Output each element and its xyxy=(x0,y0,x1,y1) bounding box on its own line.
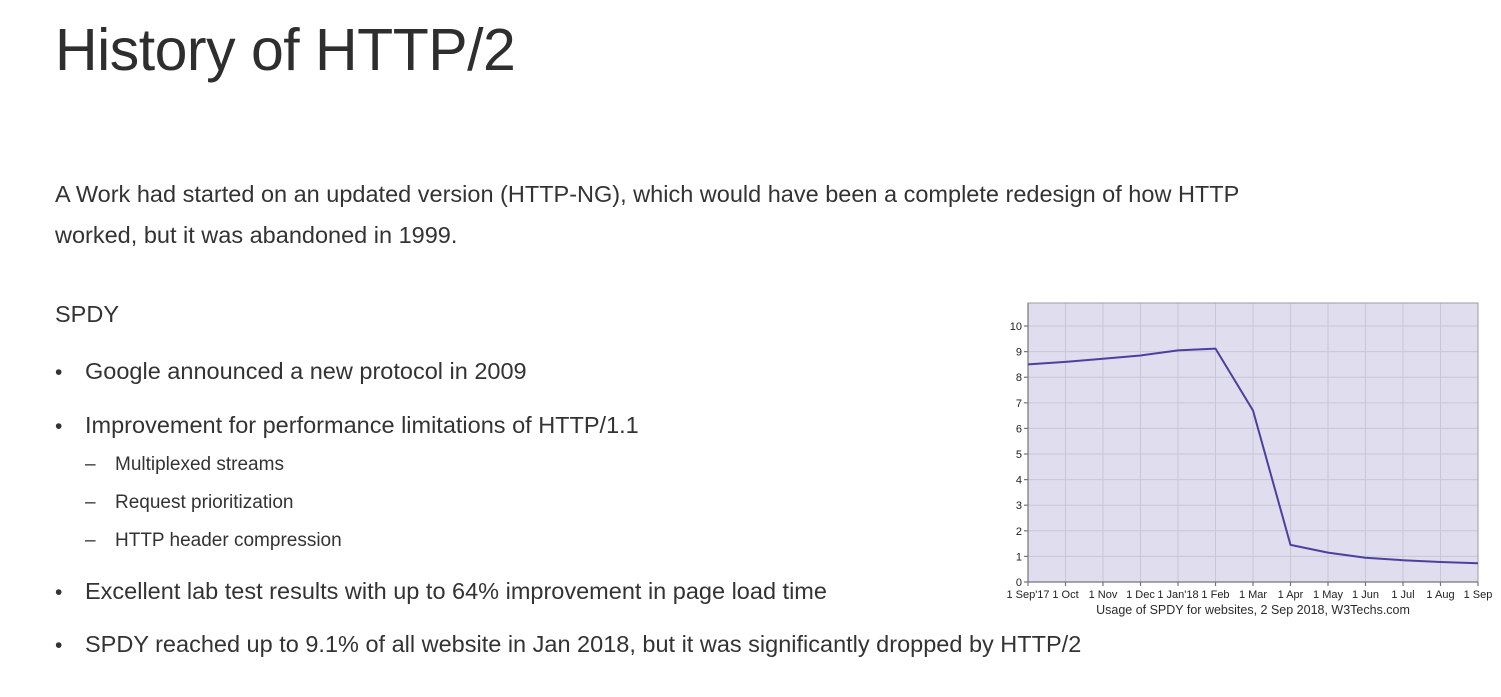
svg-text:1 May: 1 May xyxy=(1313,589,1343,601)
svg-text:7: 7 xyxy=(1016,398,1022,410)
bullet-marker: • xyxy=(55,581,63,604)
svg-text:1 Sep'17: 1 Sep'17 xyxy=(1006,589,1049,601)
svg-text:1 Oct: 1 Oct xyxy=(1052,589,1078,601)
sub-bullet-item: – Multiplexed streams xyxy=(85,454,284,476)
sub-bullet-item: – HTTP header compression xyxy=(85,530,342,552)
sub-bullet-marker: – xyxy=(85,492,96,513)
svg-text:5: 5 xyxy=(1016,449,1022,461)
bullet-text: Google announced a new protocol in 2009 xyxy=(85,358,527,384)
svg-text:4: 4 xyxy=(1016,475,1022,487)
intro-line: A Work had started on an updated version… xyxy=(55,181,1240,207)
svg-text:1: 1 xyxy=(1016,551,1022,563)
svg-text:0: 0 xyxy=(1016,577,1022,589)
svg-text:1 Mar: 1 Mar xyxy=(1239,589,1267,601)
svg-text:1 Jun: 1 Jun xyxy=(1352,589,1379,601)
svg-text:1 Jan'18: 1 Jan'18 xyxy=(1157,589,1198,601)
chart-canvas: 0 1 2 3 4 5 6 7 8 9 10 1 Sep'17 1 Oct 1 Nov 1 Dec 1 Jan… xyxy=(1006,302,1493,601)
svg-text:3: 3 xyxy=(1016,500,1022,512)
svg-text:1 Feb: 1 Feb xyxy=(1201,589,1229,601)
bullet-item: • Improvement for performance limitations… xyxy=(55,412,639,439)
sub-bullet-text: Multiplexed streams xyxy=(115,454,284,475)
svg-text:1 Aug: 1 Aug xyxy=(1426,589,1454,601)
bullet-marker: • xyxy=(55,415,63,438)
sub-bullet-marker: – xyxy=(85,530,96,551)
bullet-text: SPDY reached up to 9.1% of all website i… xyxy=(85,631,1082,657)
bullet-text: Improvement for performance limitations … xyxy=(85,412,639,438)
page-title: History of HTTP/2 xyxy=(55,17,516,83)
svg-text:10: 10 xyxy=(1010,321,1022,333)
svg-text:1 Dec: 1 Dec xyxy=(1126,589,1155,601)
svg-text:8: 8 xyxy=(1016,372,1022,384)
bullet-text: Excellent lab test results with up to 64… xyxy=(85,578,827,604)
svg-text:1 Sep: 1 Sep xyxy=(1464,589,1493,601)
svg-text:1 Jul: 1 Jul xyxy=(1391,589,1414,601)
chart-caption: Usage of SPDY for websites, 2 Sep 2018, … xyxy=(1096,603,1410,617)
svg-text:1 Nov: 1 Nov xyxy=(1089,589,1118,601)
section-heading-spdy: SPDY xyxy=(55,301,119,327)
intro-paragraph: A Work had started on an updated version… xyxy=(55,174,1239,256)
svg-text:9: 9 xyxy=(1016,347,1022,359)
sub-bullet-text: Request prioritization xyxy=(115,492,294,513)
svg-text:1 Apr: 1 Apr xyxy=(1278,589,1304,601)
bullet-item: • SPDY reached up to 9.1% of all website … xyxy=(55,631,1081,658)
sub-bullet-text: HTTP header compression xyxy=(115,530,342,551)
bullet-marker: • xyxy=(55,634,63,657)
intro-line: worked, but it was abandoned in 1999. xyxy=(55,222,458,248)
sub-bullet-item: – Request prioritization xyxy=(85,492,293,514)
svg-text:2: 2 xyxy=(1016,526,1022,538)
sub-bullet-marker: – xyxy=(85,454,96,475)
bullet-marker: • xyxy=(55,361,63,384)
spdy-usage-chart: 0 1 2 3 4 5 6 7 8 9 10 1 Sep'17 1 Oct 1 Nov 1 Dec 1 Jan… xyxy=(1002,296,1499,617)
svg-text:6: 6 xyxy=(1016,423,1022,435)
bullet-item: • Excellent lab test results with up to 6… xyxy=(55,578,827,605)
bullet-item: • Google announced a new protocol in 2009 xyxy=(55,358,527,385)
